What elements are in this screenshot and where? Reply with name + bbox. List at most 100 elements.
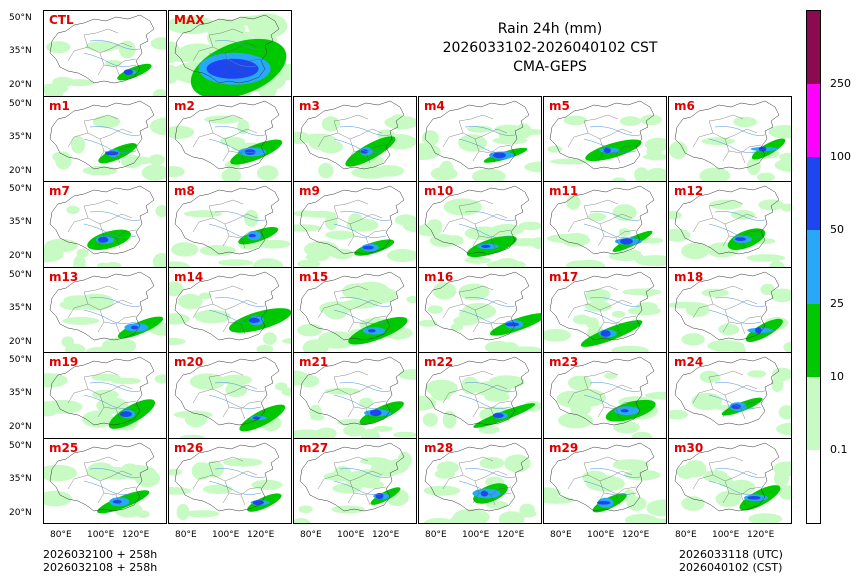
- country-border: [49, 271, 155, 340]
- rain-light-area: [171, 242, 199, 257]
- river-line: [339, 211, 391, 221]
- lat-label: 20°N: [9, 336, 32, 347]
- rain-light-area: [262, 331, 277, 345]
- province-border: [708, 374, 722, 390]
- rain-light-area: [384, 115, 416, 129]
- rain-light-area: [669, 210, 682, 220]
- province-border: [692, 307, 700, 318]
- rain-light-area: [449, 513, 487, 524]
- province-border: [198, 388, 236, 396]
- province-border: [347, 406, 355, 418]
- province-border: [333, 118, 347, 133]
- rain-light-area: [704, 374, 721, 383]
- rain-light-area: [222, 457, 263, 467]
- river-line: [714, 467, 766, 478]
- panel-m4: m4: [418, 95, 542, 182]
- rain-map-m2: [169, 100, 283, 182]
- country-border: [299, 442, 405, 511]
- river-line: [208, 138, 262, 153]
- rain-light-area: [556, 390, 587, 408]
- panel-label: m27: [299, 440, 329, 455]
- rain-light-area: [587, 212, 607, 221]
- rain-torrential-area: [112, 499, 122, 504]
- rain-map-m26: [169, 442, 283, 520]
- province-border: [734, 299, 758, 306]
- rain-light-area: [256, 164, 279, 181]
- province-border: [573, 217, 611, 225]
- province-border: [583, 460, 597, 475]
- province-border: [220, 199, 244, 205]
- province-border: [240, 323, 246, 334]
- province-border: [623, 144, 637, 147]
- country-border: [174, 356, 280, 426]
- province-border: [109, 299, 133, 306]
- river-line: [208, 309, 262, 324]
- province-border: [484, 128, 508, 135]
- country-border: [299, 185, 405, 255]
- province-border: [698, 474, 736, 481]
- rain-light-area: [169, 312, 190, 325]
- panel-label: m8: [174, 184, 195, 198]
- province-border: [73, 474, 111, 481]
- province-border: [609, 299, 633, 306]
- rain-light-area: [423, 517, 455, 524]
- rain-light-area: [422, 412, 438, 427]
- river-line: [583, 309, 637, 324]
- rain-light-area: [199, 292, 212, 299]
- rain-light-area: [150, 37, 166, 50]
- province-border: [583, 203, 597, 219]
- province-border: [97, 235, 105, 247]
- rain-light-area: [773, 460, 791, 476]
- province-border: [373, 229, 387, 233]
- province-border: [567, 136, 575, 147]
- lon-label: 80°E: [675, 530, 697, 540]
- river-line: [333, 480, 387, 495]
- rain-light-area: [558, 412, 594, 429]
- rain-light-area: [432, 281, 457, 300]
- province-border: [623, 400, 637, 404]
- rain-light-area: [141, 164, 166, 181]
- rain-light-area: [458, 283, 490, 300]
- lat-label: 20°N: [9, 80, 32, 90]
- province-border: [248, 144, 262, 147]
- province-border: [567, 221, 575, 233]
- province-border: [359, 213, 383, 221]
- river-line: [458, 309, 512, 324]
- rain-light-area: [624, 469, 661, 480]
- rain-light-area: [611, 176, 627, 182]
- rain-light-area: [758, 199, 784, 211]
- province-border: [472, 150, 480, 161]
- river-line: [83, 480, 137, 495]
- rain-light-area: [191, 461, 212, 480]
- rain-light-area: [66, 205, 80, 215]
- province-border: [722, 492, 730, 503]
- rain-light-area: [123, 155, 153, 165]
- country-border: [49, 14, 155, 84]
- province-border: [220, 28, 244, 34]
- rain-light-area: [44, 464, 78, 481]
- rain-light-area: [237, 118, 250, 134]
- province-border: [123, 315, 137, 318]
- rain-light-area: [298, 505, 313, 513]
- rain-light-area: [645, 137, 666, 151]
- lon-label: 100°E: [587, 530, 615, 540]
- rain-light-area: [746, 254, 786, 262]
- panel-label: m26: [174, 440, 204, 455]
- rain-torrential-area: [97, 236, 109, 243]
- panel-m9: m9: [293, 181, 417, 268]
- rain-light-area: [436, 460, 459, 474]
- province-border: [373, 400, 387, 404]
- rain-light-area: [255, 239, 291, 249]
- river-line: [583, 138, 637, 153]
- rain-light-area: [669, 301, 704, 308]
- panel-label: MAX: [174, 13, 205, 27]
- province-border: [198, 46, 236, 54]
- river-line: [89, 211, 141, 221]
- province-border: [615, 237, 621, 249]
- province-border: [317, 307, 325, 318]
- province-border: [67, 307, 75, 318]
- rain-light-area: [772, 367, 791, 381]
- river-line: [83, 309, 137, 324]
- province-border: [115, 152, 121, 163]
- province-border: [597, 150, 605, 161]
